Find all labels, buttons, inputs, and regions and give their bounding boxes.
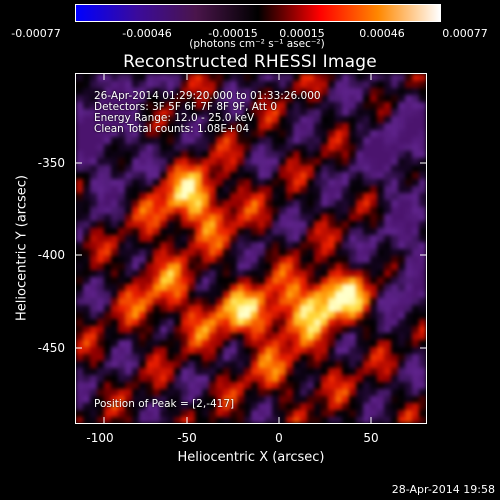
colorbar-tick-label: -0.00077	[11, 27, 61, 40]
x-tick-label: -50	[177, 431, 197, 445]
x-tick-label: 0	[275, 431, 283, 445]
y-tick-label: -350	[37, 156, 65, 170]
time-range-annotation: 26-Apr-2014 01:29:20.000 to 01:33:26.000	[94, 90, 321, 102]
image-plot-area: 26-Apr-2014 01:29:20.000 to 01:33:26.000…	[75, 73, 427, 424]
peak-position-annotation: Position of Peak = [2,-417]	[94, 398, 235, 410]
colorbar-tick-label: 0.00015	[279, 27, 325, 40]
x-tick-label: 50	[363, 431, 379, 445]
detectors-annotation: Detectors: 3F 5F 6F 7F 8F 9F, Att 0	[94, 101, 278, 113]
colorbar-tick-label: -0.00015	[208, 27, 258, 40]
colorbar-gradient	[76, 5, 440, 21]
colorbar-tick-label: 0.00077	[442, 27, 488, 40]
energy-range-annotation: Energy Range: 12.0 - 25.0 keV	[94, 112, 255, 124]
y-tick-label: -450	[37, 341, 65, 355]
colorbar-tick-label: -0.00046	[122, 27, 172, 40]
clean-counts-annotation: Clean Total counts: 1.08E+04	[94, 123, 250, 135]
x-axis-label: Heliocentric X (arcsec)	[177, 450, 325, 465]
colorbar-units-label: (photons cm⁻² s⁻¹ asec⁻²)	[189, 38, 325, 50]
plot-title: Reconstructed RHESSI Image	[123, 52, 377, 72]
reconstructed-xray-image	[76, 74, 426, 423]
colorbar	[75, 4, 441, 22]
x-tick-label: -100	[86, 431, 114, 445]
y-axis-label: Heliocentric Y (arcsec)	[14, 175, 30, 321]
y-tick-label: -400	[37, 248, 65, 262]
footer-timestamp: 28-Apr-2014 19:58	[391, 483, 495, 496]
colorbar-tick-label: 0.00046	[359, 27, 405, 40]
